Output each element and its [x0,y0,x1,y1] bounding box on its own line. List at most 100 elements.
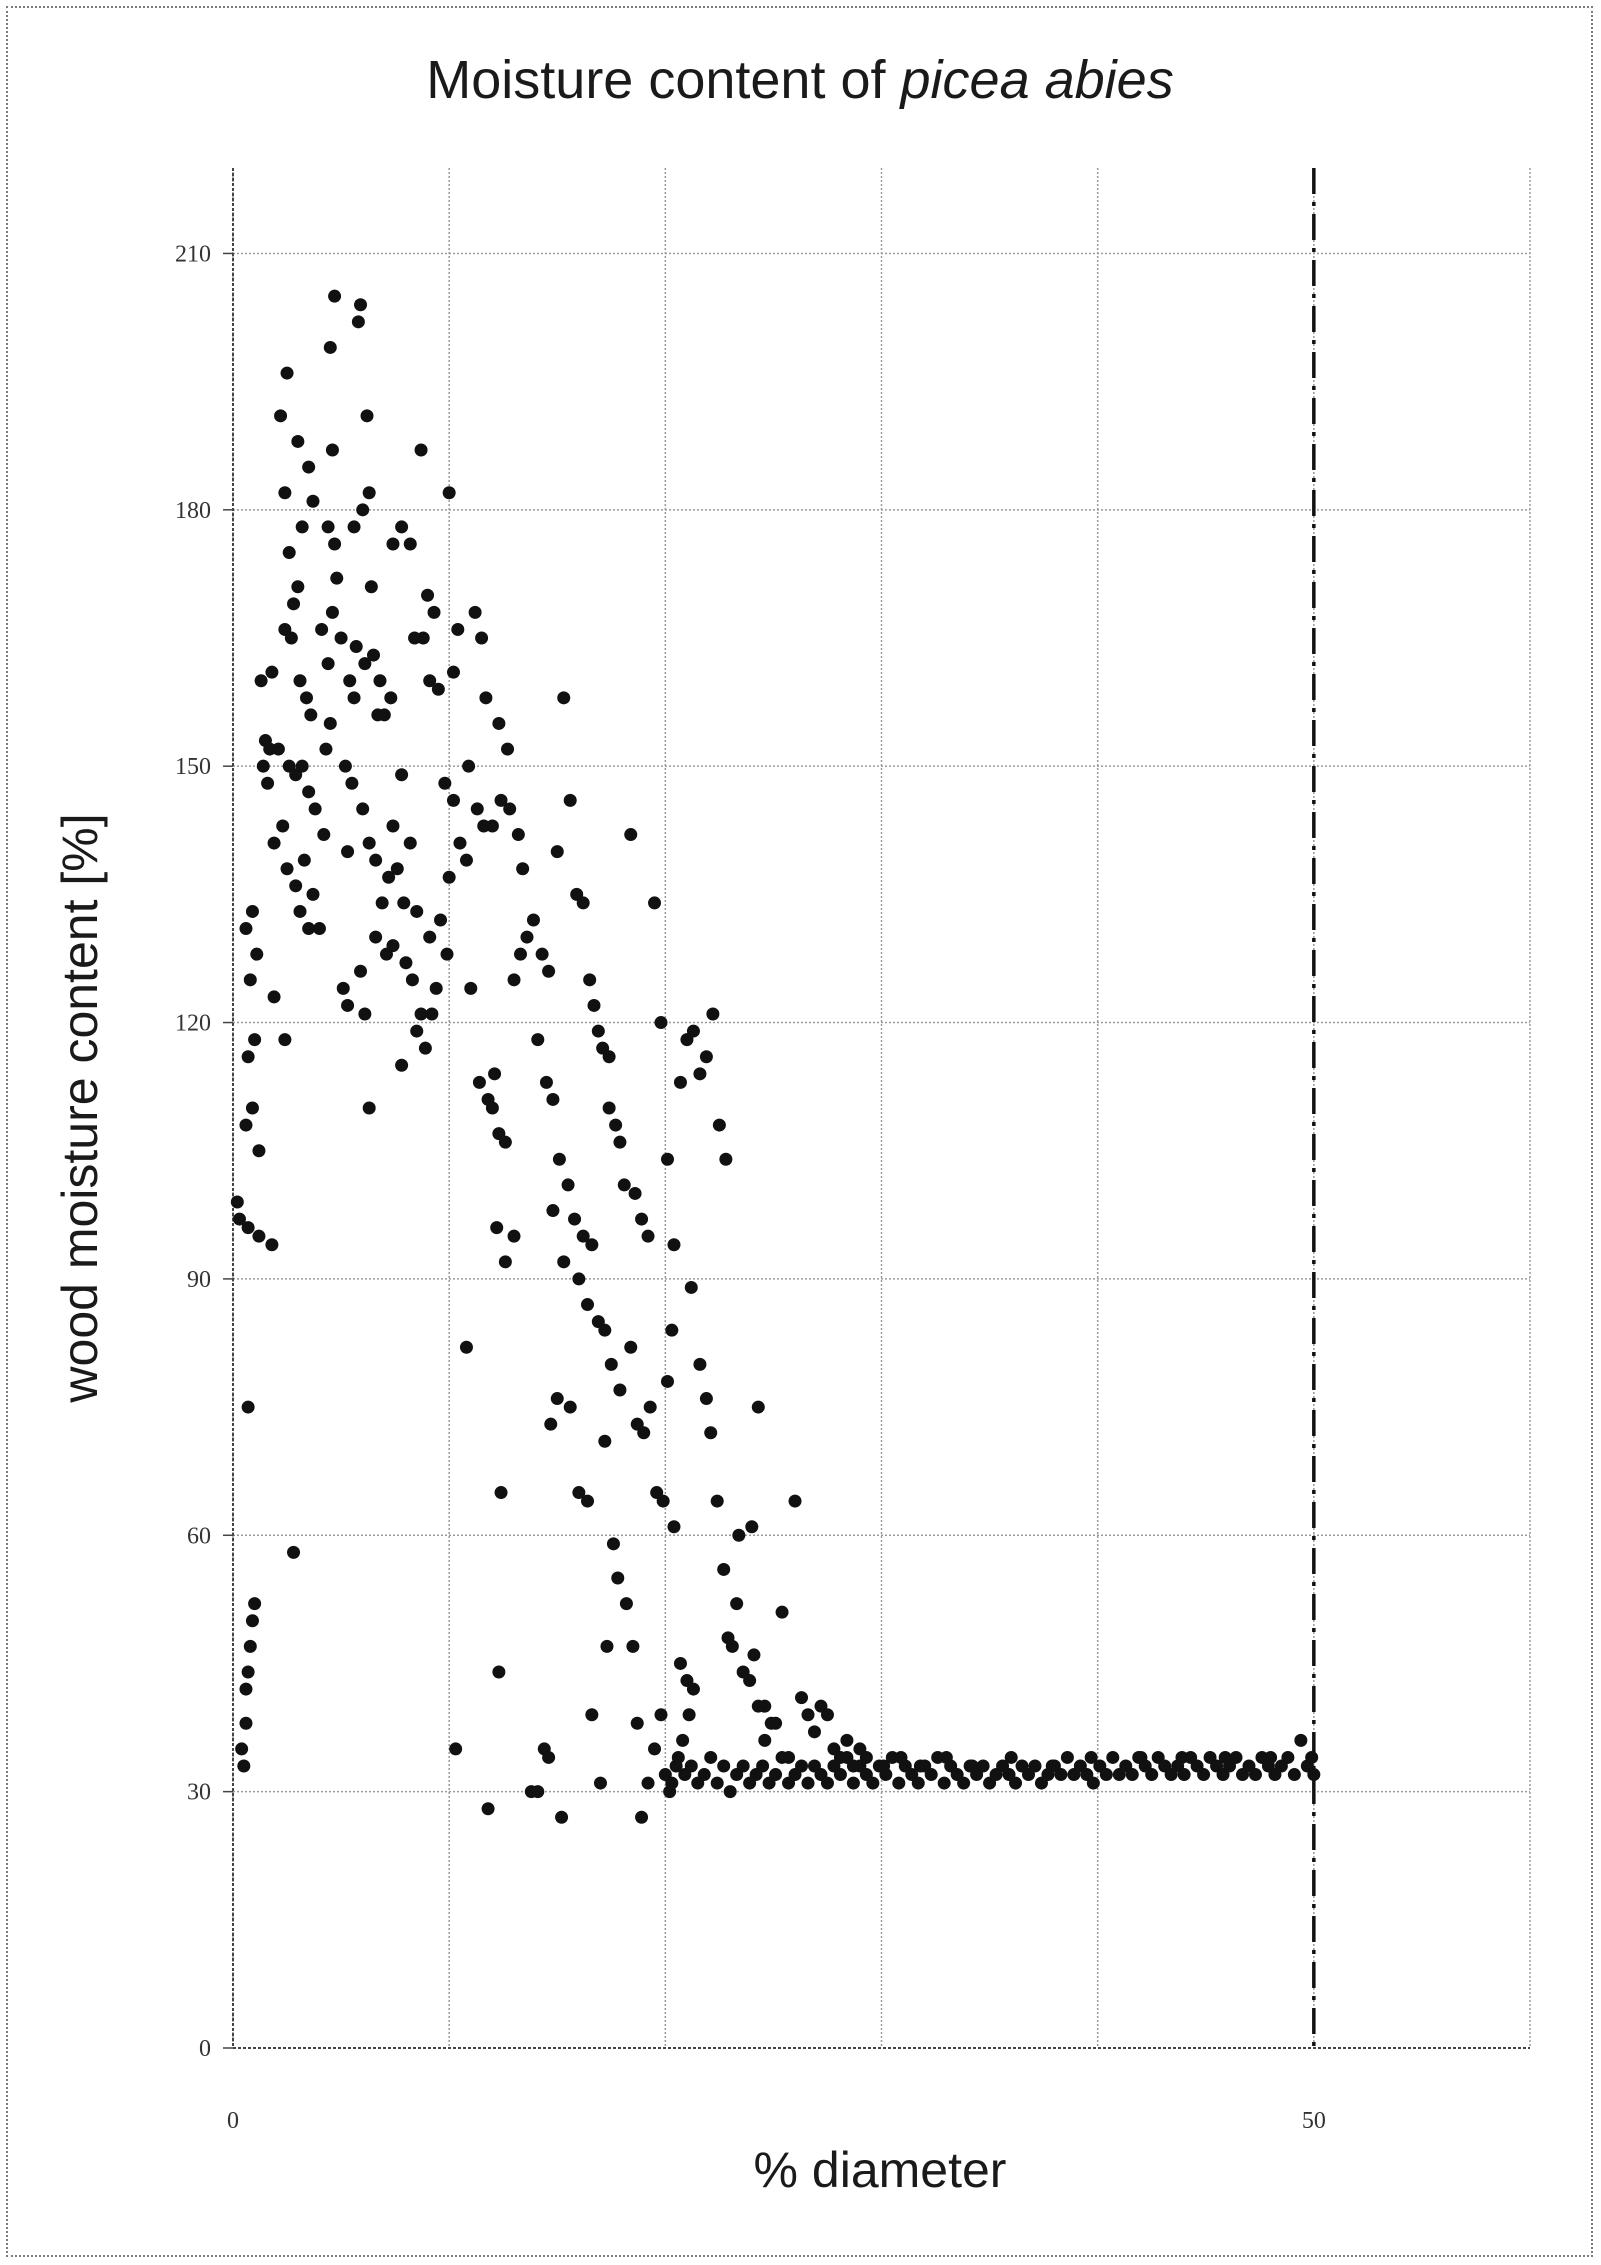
data-point [866,1777,879,1790]
data-point [239,1717,252,1730]
data-point [717,1563,730,1576]
data-point [624,1341,637,1354]
data-point [503,802,516,815]
data-point [683,1708,696,1721]
data-point [473,1076,486,1089]
data-point [1264,1751,1277,1764]
data-point [298,854,311,867]
data-point [410,905,423,918]
data-point [624,828,637,841]
data-point [1178,1768,1191,1781]
data-point [244,973,257,986]
x-tick-label: 50 [1302,2108,1326,2134]
data-point [581,1495,594,1508]
data-point [693,1067,706,1080]
data-point [246,905,259,918]
data-point [711,1777,724,1790]
data-point [756,1760,769,1773]
data-point [244,1640,257,1653]
data-point [441,948,454,961]
data-point [462,760,475,773]
data-point [235,1742,248,1755]
data-point [447,666,460,679]
data-point [540,1076,553,1089]
data-point [577,896,590,909]
data-point [443,486,456,499]
data-point [257,760,270,773]
data-point [587,999,600,1012]
data-point [776,1606,789,1619]
data-point [912,1777,925,1790]
data-point [294,905,307,918]
data-point [603,1102,616,1115]
data-point [1126,1768,1139,1781]
data-point [752,1401,765,1414]
data-point [706,1008,719,1021]
data-point [482,1802,495,1815]
data-point [568,1213,581,1226]
data-point [667,1238,680,1251]
data-point [451,623,464,636]
data-point [492,1666,505,1679]
data-point [840,1734,853,1747]
data-point [655,1016,668,1029]
data-point [583,973,596,986]
data-point [268,837,281,850]
data-point [642,1777,655,1790]
data-point [408,632,421,645]
data-point [231,1196,244,1209]
data-point [339,760,352,773]
data-point [847,1777,860,1790]
data-point [704,1751,717,1764]
data-point [306,495,319,508]
data-point [661,1153,674,1166]
data-point [486,820,499,833]
data-point [449,1742,462,1755]
data-point [268,990,281,1003]
data-point [324,717,337,730]
data-point [391,862,404,875]
data-point [776,1751,789,1764]
data-point [425,1008,438,1021]
data-point [1249,1768,1262,1781]
data-point [495,1486,508,1499]
data-points [231,290,1321,1824]
data-point [894,1751,907,1764]
data-point [255,674,268,687]
data-point [719,1153,732,1166]
data-point [289,879,302,892]
data-point [704,1426,717,1439]
data-point [611,1572,624,1585]
data-point [248,1597,261,1610]
data-point [302,461,315,474]
data-point [553,1153,566,1166]
data-point [486,1102,499,1115]
data-point [276,820,289,833]
data-point [600,1640,613,1653]
data-point [700,1050,713,1063]
data-point [1294,1734,1307,1747]
data-point [555,1811,568,1824]
data-point [252,1230,265,1243]
data-point [239,1683,252,1696]
data-point [531,1785,544,1798]
data-point [508,973,521,986]
data-point [242,1050,255,1063]
data-point [246,1102,259,1115]
data-point [667,1520,680,1533]
data-point [795,1691,808,1704]
data-point [592,1025,605,1038]
y-tick-label: 90 [187,1267,211,1293]
data-point [328,290,341,303]
data-point [395,1059,408,1072]
data-point [354,298,367,311]
data-point [304,708,317,721]
data-point [415,444,428,457]
tick-labels: 0306090120150180210050 [175,241,1326,2134]
data-point [309,802,322,815]
data-point [536,948,549,961]
data-point [373,674,386,687]
data-point [1175,1751,1188,1764]
data-point [421,589,434,602]
